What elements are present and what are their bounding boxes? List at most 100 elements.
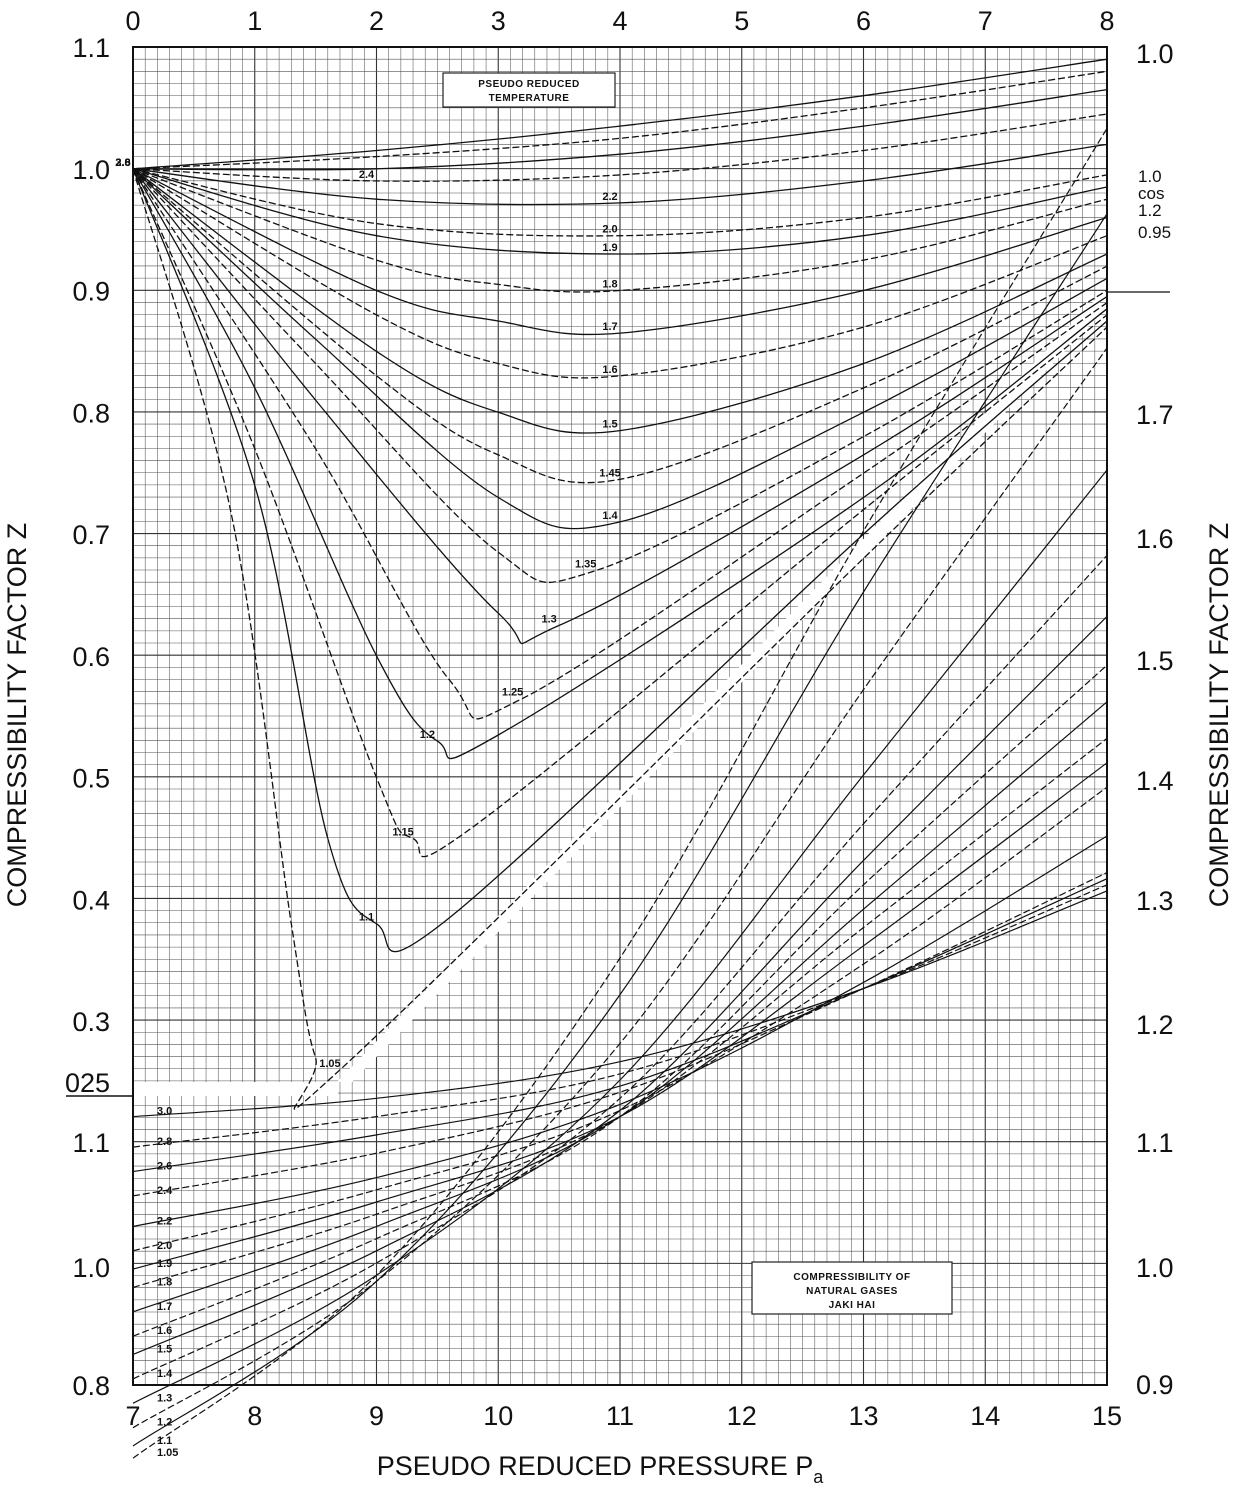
upper-curve-label: 1.6 <box>602 364 617 376</box>
upper-curve-label: 1.1 <box>359 912 374 924</box>
right-y-tick: 1.0 <box>1136 1253 1174 1283</box>
curve-labels-layer: 3.02.82.62.42.22.01.91.81.71.61.51.451.4… <box>115 157 620 1459</box>
left-y-tick-lower: 1.0 <box>72 1253 110 1283</box>
x-axis-label-subscript: a <box>813 1467 824 1487</box>
left-y-tick-upper: 1.0 <box>72 155 110 185</box>
lower-curve-label: 2.8 <box>157 1136 172 1148</box>
bottom-x-tick: 9 <box>369 1401 384 1431</box>
upper-curve-label: 1.3 <box>541 613 556 625</box>
upper-curve-1.9 <box>132 168 1108 255</box>
left-y-tick-upper: 0.3 <box>72 1007 110 1037</box>
tick-labels: 0 1 2 3 4 5 6 7 87 8 9 10 11 12 13 14 151.11.00.90.80.70… <box>65 6 1174 1431</box>
left-y-axis-label: COMPRESSIBILITY FACTOR Z <box>2 523 32 908</box>
right-edge-label-2: cos <box>1138 184 1164 203</box>
bottom-x-tick: 11 <box>606 1401 634 1431</box>
top-x-tick: 2 <box>369 6 384 36</box>
lower-curve-label: 1.2 <box>157 1417 172 1429</box>
right-y-tick: 1.5 <box>1136 646 1174 676</box>
lower-curve-label: 2.2 <box>157 1215 172 1227</box>
lower-curve-label: 2.6 <box>157 1161 172 1173</box>
left-y-tick-upper: 1.1 <box>72 33 110 63</box>
left-y-tick-upper: 0.7 <box>72 520 110 550</box>
lower-curve-2.6 <box>132 878 1108 1173</box>
right-edge-label-1: 1.0 <box>1138 167 1162 186</box>
top-x-tick: 4 <box>612 6 627 36</box>
left-y-tick-upper: 0.5 <box>72 764 110 794</box>
bottom-x-tick: 13 <box>848 1401 878 1431</box>
upper-curve-label: 2.8 <box>115 157 130 169</box>
upper-curve-2.0 <box>132 168 1108 237</box>
upper-box-line-2: TEMPERATURE <box>489 93 570 104</box>
upper-curve-1.15 <box>132 168 1108 858</box>
chart-frame <box>66 46 1170 1386</box>
lower-curve-label: 1.05 <box>157 1447 178 1459</box>
upper-curve-label: 1.45 <box>599 467 620 479</box>
bottom-x-tick: 7 <box>125 1401 140 1431</box>
lower-curve-label: 3.0 <box>157 1106 172 1118</box>
upper-curve-2.6 <box>132 88 1108 171</box>
upper-curve-label: 1.2 <box>420 729 435 741</box>
lower-curve-label: 1.8 <box>157 1276 172 1288</box>
lower-curve-label: 1.6 <box>157 1325 172 1337</box>
upper-info-box: PSEUDO REDUCED TEMPERATURE <box>442 72 616 108</box>
lower-curve-2.8 <box>132 884 1108 1148</box>
upper-curve-label: 1.5 <box>602 419 617 431</box>
upper-curve-1.7 <box>132 168 1108 336</box>
upper-curve-label: 2.0 <box>602 224 617 236</box>
upper-box-line-1: PSEUDO REDUCED <box>478 79 579 90</box>
upper-curve-label: 1.8 <box>602 279 617 291</box>
lower-curve-1.5 <box>132 615 1108 1356</box>
upper-curve-1.1 <box>132 168 1108 953</box>
upper-curve-1.25 <box>132 168 1108 720</box>
blank-wedges <box>133 295 1100 1096</box>
upper-curve-1.5 <box>132 168 1108 434</box>
upper-curve-2.2 <box>132 143 1108 206</box>
upper-curve-label: 1.05 <box>319 1058 340 1070</box>
x-axis-label: PSEUDO REDUCED PRESSURE Pa <box>377 1451 825 1487</box>
top-x-tick: 6 <box>856 6 871 36</box>
bottom-x-tick: 10 <box>483 1401 513 1431</box>
upper-curve-label: 1.35 <box>575 559 596 571</box>
top-x-tick: 3 <box>491 6 506 36</box>
lower-curve-2.0 <box>132 786 1108 1252</box>
lower-box-line-2: NATURAL GASES <box>806 1286 898 1297</box>
bottom-x-tick: 14 <box>970 1401 1000 1431</box>
lower-curve-label: 2.4 <box>157 1185 173 1197</box>
bottom-x-tick: 15 <box>1092 1401 1122 1431</box>
lower-curve-1.4 <box>132 554 1108 1380</box>
right-y-tick: 0.9 <box>1136 1370 1174 1400</box>
upper-curve-1.2 <box>132 168 1108 760</box>
lower-curve-2.4 <box>132 872 1108 1197</box>
upper-curve-1.35 <box>132 168 1108 584</box>
lower-curve-label: 1.7 <box>157 1301 172 1313</box>
upper-curve-1.3 <box>132 168 1108 645</box>
upper-curve-1.45 <box>132 168 1108 484</box>
lower-curve-label: 1.1 <box>157 1435 172 1447</box>
right-y-tick: 1.1 <box>1136 1128 1174 1158</box>
upper-curve-1.8 <box>132 168 1108 293</box>
lower-info-box: COMPRESSIBILITY OF NATURAL GASES JAKI HA… <box>751 1261 953 1315</box>
left-y-tick-lower: 0.8 <box>72 1371 110 1401</box>
right-y-tick: 1.0 <box>1136 39 1174 69</box>
bottom-x-tick: 8 <box>247 1401 262 1431</box>
top-x-tick: 5 <box>734 6 749 36</box>
upper-curve-label: 1.15 <box>392 826 413 838</box>
lower-curve-3.0 <box>132 890 1108 1118</box>
right-y-tick: 1.3 <box>1136 886 1174 916</box>
lower-curve-1.2 <box>132 347 1108 1429</box>
plot-border <box>132 46 1108 1386</box>
left-y-tick-lower: 1.1 <box>72 1128 110 1158</box>
upper-curve-label: 1.25 <box>502 686 523 698</box>
lower-curve-label: 1.5 <box>157 1344 172 1356</box>
upper-curve-3.0 <box>132 58 1108 170</box>
diagonal-blank-band <box>337 295 1100 1082</box>
left-y-tick-upper: 0.4 <box>72 885 110 915</box>
lower-curve-label: 1.4 <box>157 1368 173 1380</box>
left-y-tick-upper: 0.6 <box>72 642 110 672</box>
left-y-tick-upper: 0.9 <box>72 277 110 307</box>
left-y-tick-upper: 0.8 <box>72 398 110 428</box>
lower-curve-1.6 <box>132 664 1108 1337</box>
x-axis-label-main: PSEUDO REDUCED PRESSURE P <box>377 1451 814 1481</box>
upper-curve-label: 1.7 <box>602 321 617 333</box>
